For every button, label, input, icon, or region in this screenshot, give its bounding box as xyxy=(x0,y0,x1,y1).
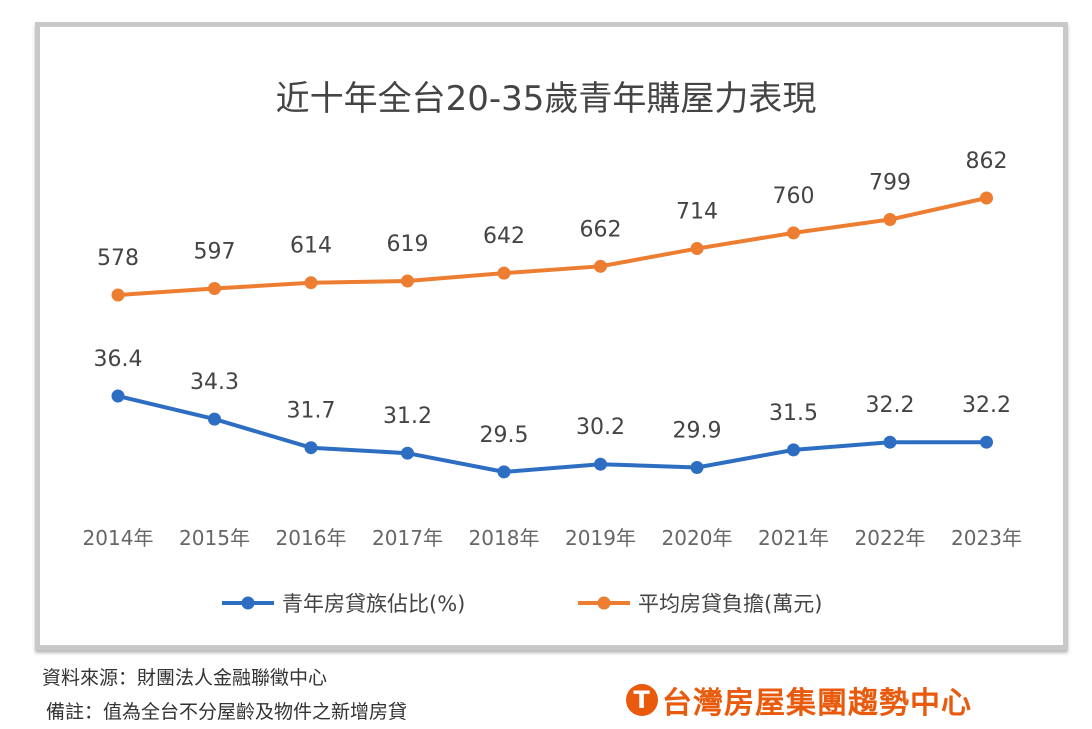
legend-label: 青年房貸族佔比(%) xyxy=(282,592,465,616)
data-point xyxy=(208,412,221,426)
data-point xyxy=(497,266,511,280)
legend-marker xyxy=(597,596,611,610)
data-point xyxy=(594,457,607,471)
x-tick-label: 2015年 xyxy=(179,526,250,550)
chart-frame xyxy=(35,22,1068,650)
data-point xyxy=(883,435,897,449)
data-label: 31.7 xyxy=(287,399,336,424)
x-tick-label: 2023年 xyxy=(951,526,1022,550)
chart-title: 近十年全台20-35歲青年購屋力表現 xyxy=(276,79,817,119)
data-point xyxy=(111,389,125,403)
data-label: 619 xyxy=(387,232,429,257)
series-line-1 xyxy=(117,196,987,297)
data-point xyxy=(690,461,704,474)
data-point xyxy=(594,259,607,273)
data-point xyxy=(980,435,993,449)
data-point xyxy=(980,191,993,205)
data-label: 36.4 xyxy=(94,347,143,372)
data-label: 799 xyxy=(869,171,911,196)
data-point xyxy=(111,288,125,302)
data-point xyxy=(304,276,318,290)
data-label: 760 xyxy=(773,184,815,209)
data-point xyxy=(208,282,221,296)
data-label: 614 xyxy=(290,234,332,259)
data-point xyxy=(787,226,800,240)
data-label: 29.9 xyxy=(673,419,722,444)
brand-logo-icon: T xyxy=(626,684,658,716)
source-note: 資料來源：財團法人金融聯徵中心 xyxy=(42,667,328,689)
data-label: 642 xyxy=(483,224,525,249)
data-label: 32.2 xyxy=(962,393,1011,418)
footnote: 備註：值為全台不分屋齡及物件之新增房貸 xyxy=(46,701,408,723)
x-tick-label: 2014年 xyxy=(83,526,154,550)
legend-marker xyxy=(241,596,255,610)
brand-name: 台灣房屋集團趨勢中心 xyxy=(662,686,972,721)
data-label: 32.2 xyxy=(866,393,915,418)
data-label: 31.5 xyxy=(769,401,818,426)
data-label: 30.2 xyxy=(576,415,625,440)
data-label: 34.3 xyxy=(190,370,239,395)
x-tick-label: 2021年 xyxy=(758,526,829,550)
data-point xyxy=(690,242,704,256)
data-label: 662 xyxy=(580,217,622,242)
x-tick-label: 2020年 xyxy=(662,526,733,550)
data-label: 714 xyxy=(676,200,718,225)
data-point xyxy=(497,465,511,479)
series-line-0 xyxy=(117,394,987,474)
x-tick-label: 2016年 xyxy=(276,526,347,550)
data-point xyxy=(787,443,800,457)
x-tick-label: 2017年 xyxy=(372,526,443,550)
data-point xyxy=(304,441,318,455)
brand-logo: T 台灣房屋集團趨勢中心 xyxy=(626,678,972,722)
data-point xyxy=(883,213,897,227)
data-point xyxy=(401,274,414,288)
x-tick-label: 2022年 xyxy=(855,526,926,550)
data-label: 31.2 xyxy=(383,404,432,429)
data-label: 29.5 xyxy=(480,423,529,448)
data-point xyxy=(401,446,414,460)
x-tick-label: 2019年 xyxy=(565,526,636,550)
data-label: 862 xyxy=(966,149,1008,174)
x-tick-label: 2018年 xyxy=(469,526,540,550)
data-label: 578 xyxy=(97,246,139,271)
legend-label: 平均房貸負擔(萬元) xyxy=(638,592,822,616)
data-label: 597 xyxy=(194,240,236,265)
